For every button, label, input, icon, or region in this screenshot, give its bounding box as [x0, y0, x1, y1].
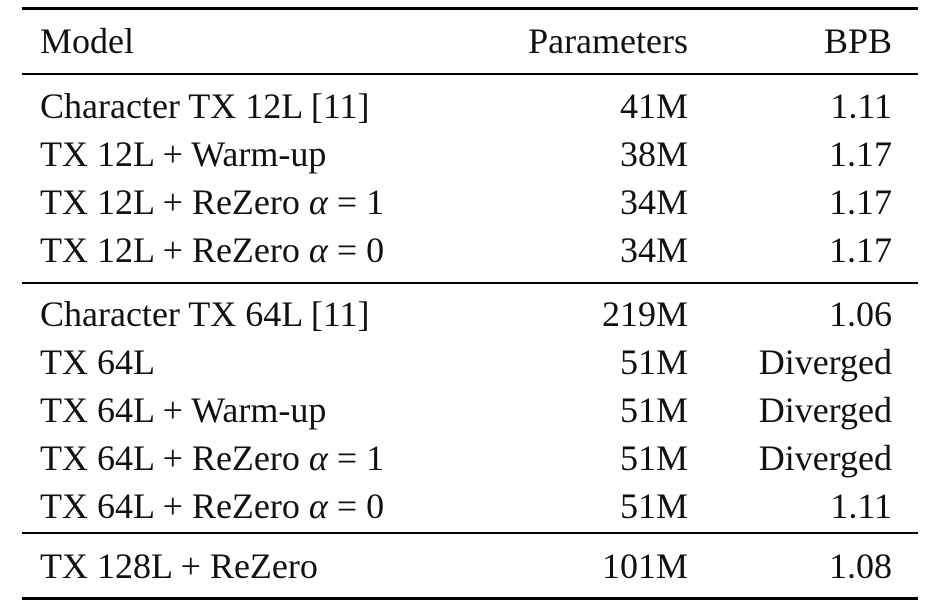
parameters-cell: 219M — [601, 294, 688, 334]
bpb-cell: Diverged — [758, 390, 892, 430]
model-suffix: = 0 — [327, 486, 385, 526]
parameters-cell: 51M — [619, 342, 688, 382]
model-prefix: TX 64L + ReZero — [40, 438, 309, 478]
table-row: TX 12L + ReZero α = 1 34M 1.17 — [0, 178, 928, 226]
table-row: Character TX 12L [11] 41M 1.11 — [0, 82, 928, 130]
model-prefix: TX 12L + ReZero — [40, 182, 309, 222]
header-parameters: Parameters — [528, 21, 688, 61]
model-cell: TX 12L + Warm-up — [40, 134, 327, 174]
table-row: TX 64L 51M Diverged — [0, 338, 928, 386]
alpha-symbol: α — [308, 230, 328, 270]
table-row: TX 12L + Warm-up 38M 1.17 — [0, 130, 928, 178]
model-cell: TX 128L + ReZero — [40, 546, 318, 586]
model-prefix: TX 64L + ReZero — [40, 486, 309, 526]
header-rule — [22, 73, 918, 75]
parameters-cell: 34M — [619, 182, 688, 222]
model-cell: Character TX 12L [11] — [40, 86, 370, 126]
model-cell: TX 64L + ReZero α = 0 — [40, 482, 384, 530]
alpha-symbol: α — [308, 486, 328, 526]
model-cell: TX 64L — [40, 342, 155, 382]
model-cell: Character TX 64L [11] — [40, 294, 370, 334]
bpb-cell: 1.06 — [829, 294, 892, 334]
group-rule — [22, 282, 918, 284]
bpb-cell: 1.08 — [829, 546, 892, 586]
bpb-cell: 1.17 — [829, 134, 892, 174]
model-cell: TX 12L + ReZero α = 0 — [40, 226, 384, 274]
bpb-cell: 1.11 — [830, 86, 892, 126]
alpha-symbol: α — [308, 182, 328, 222]
table-row: TX 64L + ReZero α = 1 51M Diverged — [0, 434, 928, 482]
bpb-cell: 1.11 — [830, 486, 892, 526]
model-suffix: = 1 — [327, 182, 385, 222]
table-row: TX 128L + ReZero 101M 1.08 — [0, 542, 928, 590]
group-rule — [22, 532, 918, 534]
table-header-row: Model Parameters BPB — [0, 17, 928, 65]
model-cell: TX 12L + ReZero α = 1 — [40, 178, 384, 226]
header-bpb: BPB — [823, 21, 892, 61]
parameters-cell: 51M — [619, 486, 688, 526]
bottom-rule — [22, 597, 918, 600]
table-row: Character TX 64L [11] 219M 1.06 — [0, 290, 928, 338]
parameters-cell: 41M — [619, 86, 688, 126]
model-prefix: TX 12L + ReZero — [40, 230, 309, 270]
model-cell: TX 64L + Warm-up — [40, 390, 327, 430]
bpb-cell: 1.17 — [829, 182, 892, 222]
bpb-cell: Diverged — [758, 438, 892, 478]
parameters-cell: 51M — [619, 390, 688, 430]
header-model: Model — [40, 21, 134, 61]
bpb-cell: 1.17 — [829, 230, 892, 270]
parameters-cell: 34M — [619, 230, 688, 270]
table-row: TX 12L + ReZero α = 0 34M 1.17 — [0, 226, 928, 274]
model-suffix: = 0 — [327, 230, 385, 270]
table-row: TX 64L + Warm-up 51M Diverged — [0, 386, 928, 434]
top-rule — [22, 7, 918, 10]
parameters-cell: 51M — [619, 438, 688, 478]
parameters-cell: 101M — [601, 546, 688, 586]
parameters-cell: 38M — [619, 134, 688, 174]
bpb-cell: Diverged — [758, 342, 892, 382]
model-suffix: = 1 — [327, 438, 385, 478]
table-row: TX 64L + ReZero α = 0 51M 1.11 — [0, 482, 928, 530]
model-cell: TX 64L + ReZero α = 1 — [40, 434, 384, 482]
alpha-symbol: α — [308, 438, 328, 478]
